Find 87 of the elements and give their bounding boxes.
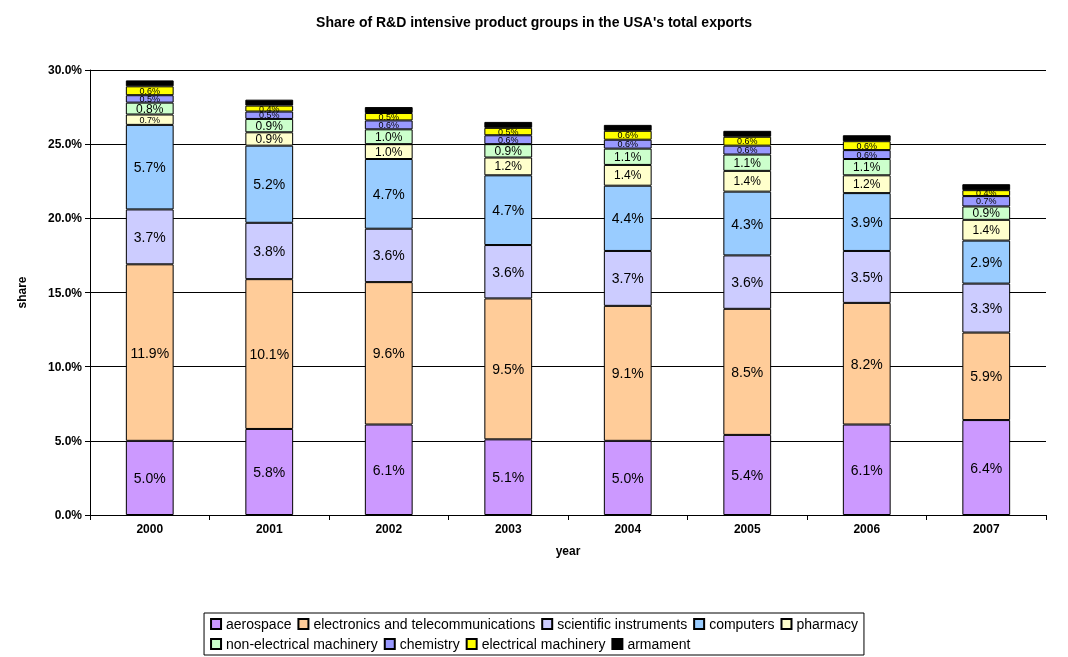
data-label: 0.8%: [136, 101, 164, 116]
data-label: 4.4%: [611, 210, 644, 227]
legend-label: chemistry: [399, 636, 460, 652]
x-tick-label: 2000: [136, 522, 164, 536]
data-label: 9.5%: [492, 360, 525, 377]
data-label: 0.7%: [139, 114, 161, 125]
data-label: 11.9%: [130, 344, 170, 361]
legend-label: pharmacy: [796, 616, 858, 632]
data-label: 0.6%: [378, 119, 400, 130]
data-label: 5.1%: [492, 469, 525, 486]
data-label: 0.6%: [617, 139, 639, 150]
data-label: 0.5%: [139, 93, 161, 104]
data-label: 5.0%: [611, 469, 644, 486]
y-tick-label: 30.0%: [47, 63, 83, 77]
data-label: 5.2%: [253, 176, 286, 193]
data-label: 0.9%: [255, 118, 284, 133]
data-label: 0.6%: [736, 145, 758, 156]
data-label: 5.0%: [133, 469, 166, 486]
data-label: 1.1%: [614, 149, 642, 164]
data-label: 1.0%: [375, 129, 403, 144]
data-label: 0.9%: [972, 206, 1001, 221]
data-label: 3.8%: [253, 242, 286, 259]
legend-label: electronics and telecommunications: [313, 616, 536, 632]
data-label: 3.5%: [850, 268, 883, 285]
data-label: 0.9%: [494, 143, 523, 158]
data-label: 6.1%: [850, 461, 883, 478]
data-label: 1.1%: [733, 155, 762, 170]
data-label: 4.3%: [731, 215, 764, 232]
data-label: 0.5%: [497, 126, 519, 137]
data-label: 5.4%: [731, 466, 764, 483]
data-label: 9.6%: [372, 345, 405, 362]
y-tick-label: 15.0%: [47, 285, 83, 300]
data-label: 3.6%: [372, 247, 405, 264]
data-label: 5.8%: [253, 463, 286, 480]
y-tick-label: 25.0%: [47, 137, 83, 152]
data-label: 10.1%: [249, 346, 290, 363]
x-axis-title: year: [555, 544, 581, 558]
data-label: 3.7%: [133, 228, 166, 245]
x-tick-label: 2004: [614, 522, 642, 536]
data-label: 0.7%: [975, 196, 997, 207]
x-tick-label: 2007: [972, 522, 1000, 536]
data-label: 3.6%: [492, 263, 525, 280]
data-label: 6.4%: [970, 459, 1003, 476]
data-label: 1.2%: [494, 159, 523, 174]
x-tick-label: 2001: [255, 522, 283, 536]
data-label: 9.1%: [611, 365, 644, 382]
y-tick-label: 5.0%: [54, 433, 83, 448]
data-label: 3.9%: [850, 214, 883, 231]
data-label: 0.6%: [856, 149, 878, 160]
data-label: 0.9%: [255, 131, 284, 146]
x-tick-label: 2003: [494, 522, 522, 536]
legend-label: electrical machinery: [481, 636, 606, 652]
data-label: 5.7%: [133, 159, 166, 176]
x-tick-label: 2005: [733, 522, 761, 536]
data-label: 0.6%: [139, 85, 161, 96]
data-label: 8.5%: [731, 363, 764, 380]
data-label: 1.4%: [972, 223, 1001, 238]
data-label: 0.6%: [617, 130, 639, 141]
data-label: 3.7%: [611, 270, 644, 287]
legend-label: non-electrical machinery: [226, 636, 378, 652]
legend-label: aerospace: [226, 616, 292, 632]
legend-label: scientific instruments: [557, 616, 688, 632]
data-label: 2.9%: [970, 254, 1003, 271]
data-label: 5.9%: [970, 368, 1003, 385]
y-axis-title: share: [15, 276, 29, 309]
legend-label: armament: [627, 636, 691, 652]
y-tick-label: 10.0%: [47, 359, 83, 374]
chart-title: Share of R&D intensive product groups in the USA's total exports: [316, 14, 753, 30]
data-label: 0.6%: [856, 140, 878, 151]
data-label: 6.1%: [372, 461, 405, 478]
y-tick-label: 0.0%: [54, 508, 83, 522]
data-label: 3.3%: [970, 300, 1003, 317]
y-tick-label: 20.0%: [47, 211, 83, 226]
legend-label: computers: [709, 616, 775, 632]
data-label: 3.6%: [731, 274, 764, 291]
data-label: 8.2%: [850, 355, 883, 372]
data-label: 1.4%: [733, 174, 762, 189]
data-label: 1.4%: [614, 168, 642, 183]
data-label: 1.1%: [853, 160, 881, 175]
data-label: 1.0%: [375, 144, 403, 159]
data-label: 1.2%: [853, 177, 881, 192]
data-label: 0.6%: [497, 134, 519, 145]
data-label: 0.6%: [736, 136, 758, 147]
data-label: 4.7%: [372, 185, 405, 202]
x-tick-label: 2002: [375, 522, 403, 536]
data-label: 4.7%: [492, 202, 525, 219]
x-tick-label: 2006: [853, 522, 881, 536]
